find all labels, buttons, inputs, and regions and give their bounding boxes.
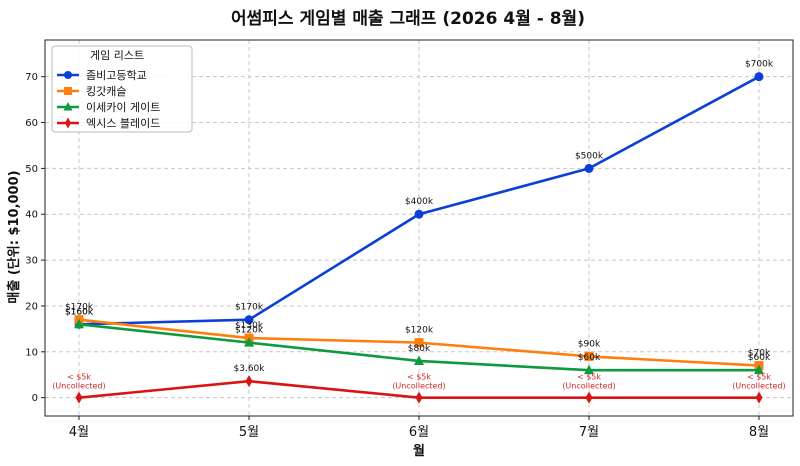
x-axis-label: 월 <box>413 443 425 459</box>
data-point <box>584 163 594 173</box>
data-label: $400k <box>405 197 434 207</box>
data-label: < $5k (Uncollected) <box>562 373 615 391</box>
legend-swatch-marker <box>64 87 72 95</box>
data-point <box>75 391 83 404</box>
y-tick-label: 70 <box>25 72 38 83</box>
data-label: $160k <box>65 307 94 317</box>
data-point <box>244 315 254 325</box>
legend-swatch-marker <box>64 71 72 79</box>
data-point <box>754 72 764 82</box>
legend-item: 좀비고등학교 <box>57 69 147 82</box>
data-label: $500k <box>575 151 604 161</box>
data-point <box>584 351 594 361</box>
data-label: $160k <box>65 307 94 317</box>
data-label: < $5k (Uncollected) <box>732 373 785 391</box>
grid <box>45 40 793 416</box>
data-point <box>585 391 593 404</box>
legend-label: 이세카이 게이트 <box>86 101 160 114</box>
data-point <box>414 209 424 219</box>
legend-swatch-marker <box>63 102 73 111</box>
x-tick-label: 4월 <box>69 425 89 440</box>
x-tick-label: 6월 <box>409 425 429 440</box>
data-point <box>754 364 764 375</box>
data-label: $80k <box>408 344 431 354</box>
data-point <box>415 391 423 404</box>
x-tick-label: 8월 <box>749 425 769 440</box>
data-point <box>755 391 763 404</box>
legend-title: 게임 리스트 <box>90 49 144 62</box>
data-point <box>244 337 254 347</box>
data-label: < $5k (Uncollected) <box>392 373 445 391</box>
data-point <box>74 318 84 329</box>
data-label: $90k <box>578 339 601 349</box>
series-group <box>74 72 764 404</box>
y-tick-label: 10 <box>25 347 38 358</box>
data-label: $3.60k <box>234 364 266 374</box>
legend-item: 엑시스 블레이드 <box>57 117 160 130</box>
data-label: $120k <box>235 326 264 336</box>
y-tick-label: 0 <box>32 393 38 404</box>
y-axis-label: 매출 (단위: $10,000) <box>6 170 22 303</box>
data-point <box>414 355 424 365</box>
data-labels: $160k $170k$400k$500k$700k$170k$130k $120k… <box>52 60 785 391</box>
series-3 <box>75 375 763 404</box>
data-label: $60k <box>578 353 601 363</box>
legend-label: 엑시스 블레이드 <box>86 117 160 130</box>
y-tick-label: 30 <box>25 256 38 267</box>
data-label: < $5k (Uncollected) <box>52 373 105 391</box>
x-tick-label: 5월 <box>239 425 259 440</box>
legend-item: 킹갓캐슬 <box>57 85 126 98</box>
legend-swatch-marker <box>65 117 71 129</box>
data-label: $70k <box>748 349 771 359</box>
y-tick-label: 40 <box>25 210 38 221</box>
data-label: $130k <box>235 321 264 331</box>
data-point <box>414 338 424 348</box>
data-label: $120k <box>405 326 434 336</box>
y-tick-label: 50 <box>25 164 38 175</box>
y-axis: 0 10 20 30 40 50 60 70 <box>25 72 45 404</box>
y-tick-label: 60 <box>25 118 38 129</box>
data-point <box>245 375 253 388</box>
series-2 <box>74 318 764 375</box>
data-label: $170k <box>235 303 264 313</box>
legend-box <box>51 45 193 133</box>
legend-item: 이세카이 게이트 <box>57 101 160 114</box>
data-label: $60k <box>748 353 771 363</box>
legend-label: 킹갓캐슬 <box>86 85 126 98</box>
x-tick-label: 7월 <box>579 425 599 440</box>
y-tick-label: 20 <box>25 301 38 312</box>
data-point <box>584 364 594 375</box>
data-label: $170k <box>65 303 94 313</box>
x-axis: 4월 5월 6월 7월 8월 <box>69 416 769 440</box>
chart-title: 어썸피스 게임별 매출 그래프 (2026 4월 - 8월) <box>231 8 585 29</box>
data-label: $700k <box>745 60 774 70</box>
legend-label: 좀비고등학교 <box>86 69 147 82</box>
